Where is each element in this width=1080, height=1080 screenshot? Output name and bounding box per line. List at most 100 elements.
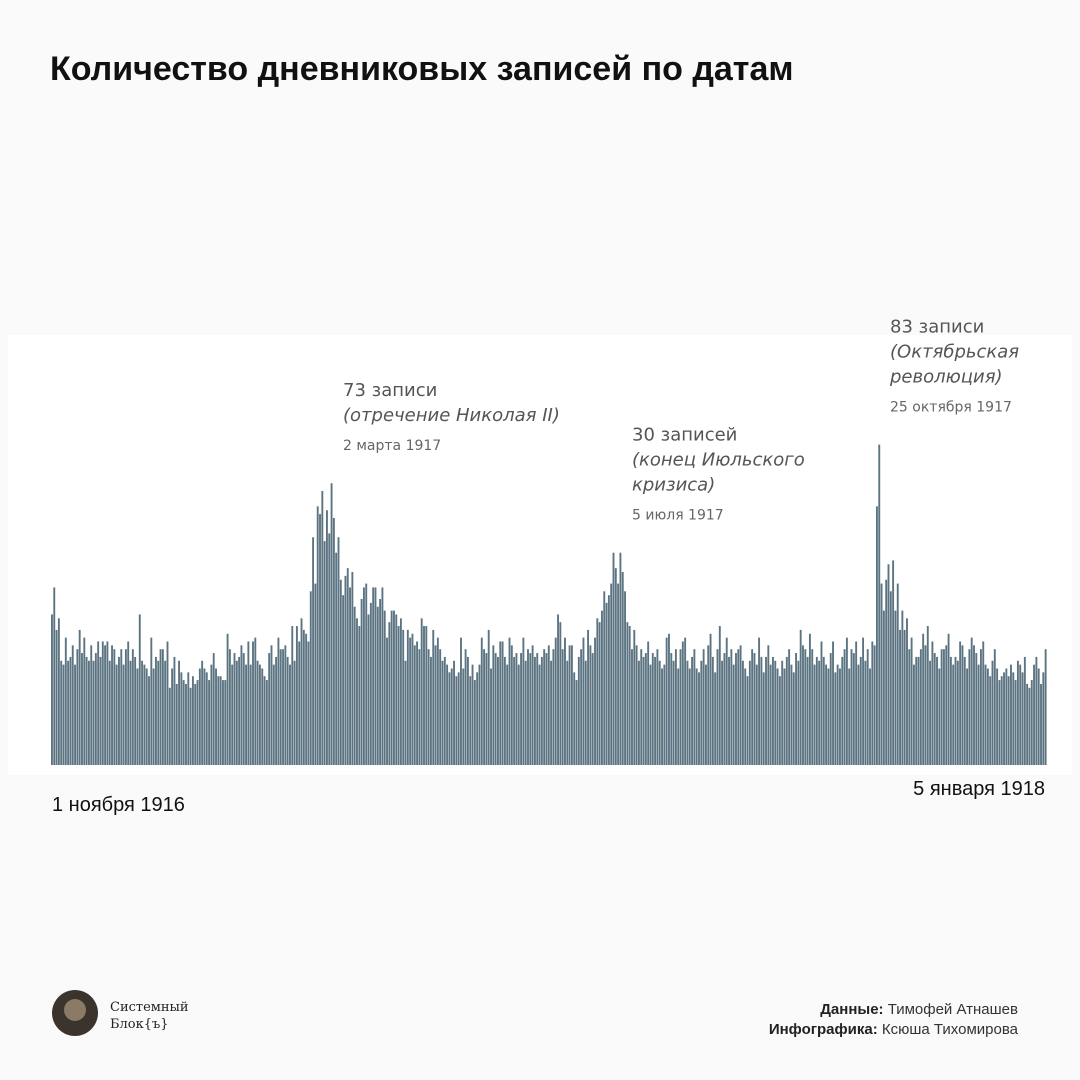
bar [973, 645, 975, 765]
bar [289, 664, 291, 765]
bar [959, 641, 962, 765]
bar [337, 537, 340, 765]
bar [145, 668, 148, 765]
bar [423, 626, 425, 765]
bar [961, 645, 964, 765]
bar [270, 645, 273, 765]
bar [619, 552, 622, 765]
bar [291, 626, 294, 765]
bar [661, 668, 663, 765]
bar [362, 587, 365, 765]
bar [714, 672, 717, 765]
bar [152, 668, 155, 765]
bar [62, 664, 65, 765]
bar [848, 668, 851, 765]
bar [369, 602, 372, 765]
annotation-line: кризиса) [632, 475, 715, 496]
bar [725, 637, 728, 765]
bar [325, 510, 328, 765]
bar [670, 653, 673, 765]
bar [222, 680, 224, 765]
bar [700, 660, 703, 765]
bar [284, 645, 287, 765]
bar [524, 660, 527, 765]
bar [319, 514, 321, 765]
annotation-line: (Октябрьская [890, 342, 1019, 363]
bar [443, 656, 446, 765]
bar [871, 641, 874, 765]
bar [949, 656, 952, 765]
bar [635, 645, 638, 765]
bar [954, 656, 957, 765]
bar [772, 656, 774, 765]
bar [316, 506, 319, 765]
bar [406, 629, 409, 765]
brand-line: Блок{ъ} [110, 1017, 169, 1032]
bar [753, 653, 756, 765]
bar [580, 649, 583, 765]
bar [702, 649, 705, 765]
bar [591, 653, 594, 765]
bar [799, 629, 802, 765]
bar [728, 656, 730, 765]
bar [78, 629, 81, 765]
bar [448, 672, 451, 765]
bar [228, 649, 231, 765]
bar [157, 660, 160, 765]
bar [432, 629, 435, 765]
bar [963, 656, 966, 765]
bar [968, 649, 971, 765]
bar [1000, 676, 1003, 765]
bar [205, 672, 208, 765]
bar [143, 664, 146, 765]
bar [339, 579, 342, 765]
bar [275, 656, 278, 765]
bar [76, 649, 79, 765]
bar [827, 668, 830, 765]
bar [154, 656, 157, 765]
bar [603, 591, 606, 765]
bar [187, 672, 190, 765]
bar [483, 649, 486, 765]
bar [811, 649, 814, 765]
bar [388, 622, 391, 765]
bar [513, 656, 516, 765]
bar [453, 660, 455, 765]
bar [189, 687, 192, 765]
bar [970, 637, 973, 765]
bar [952, 664, 955, 765]
bar [60, 660, 63, 765]
bar [1007, 676, 1010, 765]
bar [704, 664, 707, 765]
bar [215, 668, 217, 765]
bar [517, 664, 520, 765]
bar [252, 641, 254, 765]
credit-value: Ксюша Тихомирова [882, 1021, 1019, 1038]
bar [624, 591, 626, 765]
bar [118, 656, 120, 765]
bar [242, 653, 245, 765]
bar [688, 668, 691, 765]
bar [261, 668, 264, 765]
bar [217, 676, 220, 765]
bar [651, 653, 654, 765]
bar [515, 653, 518, 765]
bar [441, 660, 444, 765]
bar [1014, 680, 1017, 765]
bar [857, 664, 860, 765]
bar [527, 649, 529, 765]
bar [774, 660, 777, 765]
bar [1003, 672, 1005, 765]
bar [353, 606, 356, 765]
bar [781, 660, 784, 765]
bar [420, 618, 423, 765]
bar [231, 664, 234, 765]
bar [940, 649, 943, 765]
bar [1037, 668, 1040, 765]
bar [889, 591, 892, 765]
bar [282, 649, 284, 765]
bar [383, 610, 386, 765]
bar [503, 656, 506, 765]
bar [302, 629, 305, 765]
